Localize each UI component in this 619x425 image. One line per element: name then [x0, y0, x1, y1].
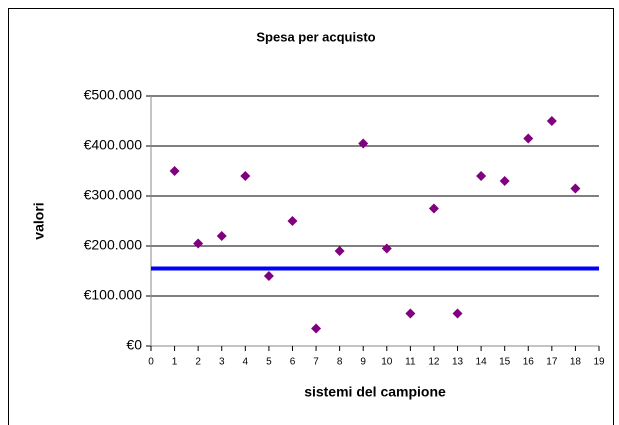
data-point: [169, 166, 180, 176]
x-tick-label: 14: [476, 357, 488, 368]
data-point: [334, 246, 345, 256]
x-axis-label: sistemi del campione: [304, 384, 446, 400]
y-axis-label: valori: [31, 202, 47, 239]
x-tick-label: 13: [452, 357, 464, 368]
data-point: [381, 243, 392, 254]
x-tick-label: 18: [570, 357, 582, 368]
data-point: [546, 116, 557, 126]
data-point: [452, 308, 463, 319]
x-tick-label: 9: [360, 357, 366, 368]
y-tick-label: €0: [126, 337, 142, 353]
data-point: [216, 231, 227, 241]
chart-frame: [8, 8, 614, 425]
x-tick-label: 4: [243, 357, 249, 368]
x-tick-label: 3: [219, 357, 225, 368]
data-point: [570, 183, 581, 194]
chart-title: Spesa per acquisto: [256, 29, 375, 44]
y-tick-label: €300.000: [84, 187, 143, 203]
x-tick-label: 6: [290, 357, 296, 368]
x-tick-label: 2: [195, 357, 201, 368]
data-point: [311, 323, 322, 334]
x-tick-label: 5: [266, 357, 272, 368]
data-point: [499, 176, 510, 186]
x-tick-label: 11: [405, 357, 416, 368]
x-tick-label: 15: [499, 357, 511, 368]
data-point: [476, 171, 487, 181]
data-point: [287, 216, 298, 226]
x-tick-label: 7: [313, 357, 319, 368]
x-tick-label: 0: [148, 357, 154, 368]
x-tick-label: 19: [593, 357, 605, 368]
y-tick-label: €400.000: [84, 137, 143, 153]
data-point: [240, 171, 251, 181]
data-point: [263, 271, 274, 281]
data-point: [405, 308, 416, 319]
x-tick-label: 17: [546, 357, 558, 368]
x-tick-label: 12: [428, 357, 440, 368]
data-point: [428, 203, 439, 214]
y-tick-label: €500.000: [84, 87, 143, 103]
y-tick-label: €100.000: [84, 287, 143, 303]
x-tick-label: 16: [523, 357, 535, 368]
x-tick-label: 8: [337, 357, 343, 368]
x-tick-label: 1: [172, 357, 178, 368]
y-tick-label: €200.000: [84, 237, 143, 253]
data-point: [358, 138, 369, 149]
data-point: [523, 133, 534, 144]
x-tick-label: 10: [381, 357, 393, 368]
data-point: [193, 238, 204, 249]
